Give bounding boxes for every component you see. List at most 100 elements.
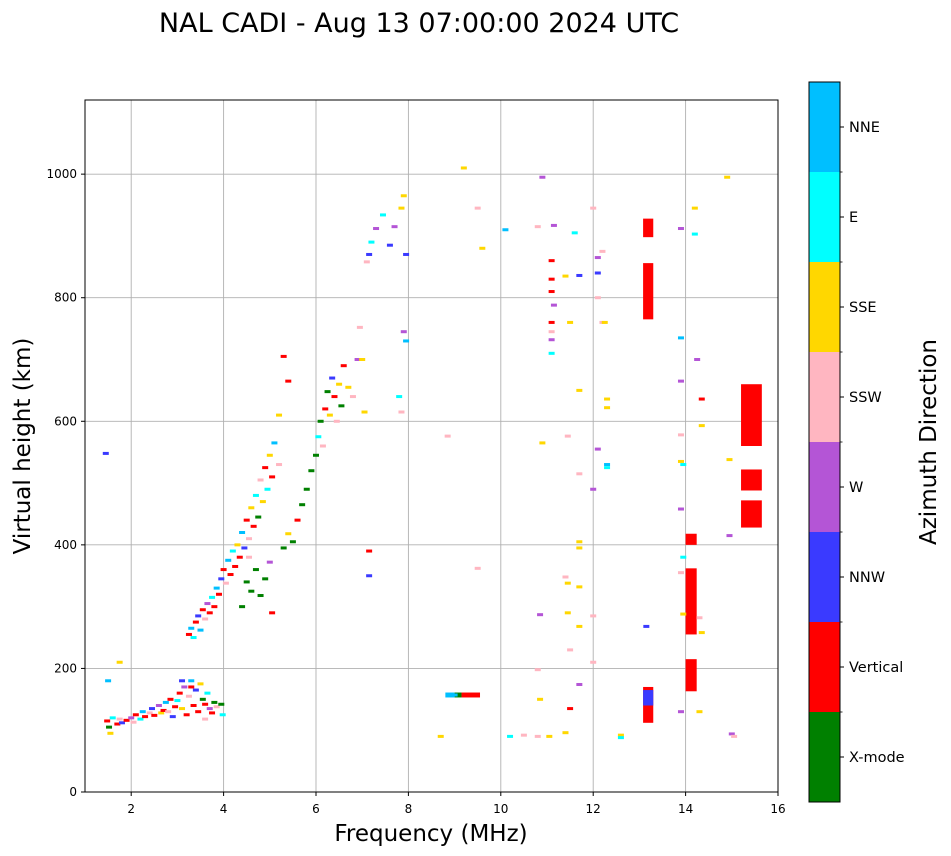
echo-point [206,611,213,615]
echo-point [594,271,601,275]
echo-point [349,395,356,399]
echo-point [562,731,569,735]
echo-point [188,679,195,683]
echo-point [502,228,509,232]
echo-point [213,586,220,590]
echo-point [601,320,608,324]
echo-point [313,453,319,457]
echo-point [266,453,273,457]
echo-point [398,410,405,414]
echo-point [276,413,283,417]
plot-frame [84,99,779,793]
echo-point [257,594,264,598]
echo-point [520,733,527,737]
echo-point [479,246,486,250]
echo-point [239,605,246,609]
echo-point [106,725,113,729]
echo-point [726,534,733,538]
echo-point [698,424,705,428]
echo-point [677,227,684,231]
echo-point [218,702,225,706]
x-tick-label: 12 [586,802,601,816]
y-tick-label: 200 [54,661,77,675]
echo-point [567,320,574,324]
echo-point [188,626,195,630]
echo-point [195,614,202,618]
echo-point [363,260,370,264]
echo-point [677,507,684,511]
echo-point [599,249,606,253]
echo-point [202,702,209,706]
echo-point [116,717,123,721]
echo-point [400,330,407,334]
echo-point [266,560,273,564]
echo-point [162,700,169,704]
echo-point [209,711,216,715]
echo-point [333,419,340,423]
echo-block [643,263,654,320]
echo-point [269,611,276,615]
echo-point [474,206,481,210]
echo-point [548,338,555,342]
echo-point [197,682,204,686]
echo-point [280,354,287,358]
echo-point [169,715,176,719]
y-tick-label: 0 [69,785,77,799]
colorbar-segment [809,712,840,802]
echo-point [680,555,687,559]
x-tick-label: 2 [127,802,135,816]
colorbar-segment [809,172,840,262]
echo-block [741,469,762,491]
echo-point [192,620,199,624]
echo-point [303,487,310,491]
echo-point [534,225,541,229]
echo-point [550,223,557,227]
echo-point [698,397,705,401]
echo-point [219,713,226,717]
echo-point [724,175,731,179]
y-axis-label: Virtual height (km) [10,338,36,555]
echo-point [190,704,197,707]
echo-point [255,515,262,519]
plot-area [85,100,778,792]
echo-point [322,407,329,411]
echo-point [294,518,301,522]
echo-point [142,715,149,719]
echo-point [643,624,650,628]
echo-point [243,518,250,522]
echo-point [315,435,322,439]
echo-point [451,693,458,697]
echo-point [576,388,583,392]
echo-point [403,252,410,256]
echo-point [248,589,255,593]
echo-point [539,441,546,445]
echo-point [211,700,218,704]
x-tick-label: 10 [493,802,508,816]
echo-point [326,413,333,417]
colorbar: X-mode Vertical NNW W SSW SSE E NNE [808,81,905,803]
echo-point [590,660,597,664]
echo-point [354,358,361,361]
y-tick-label: 600 [54,414,77,428]
colorbar-segment [809,352,840,442]
echo-point [576,585,583,589]
echo-point [691,206,698,210]
echo-point [192,688,199,692]
echo-point [104,719,111,723]
colorbar-frame [808,81,841,803]
echo-point [185,632,192,636]
echo-point [132,713,139,717]
echo-point [179,679,186,683]
echo-point [336,382,343,386]
echo-block [685,533,697,545]
echo-point [195,710,202,714]
echo-point [731,734,738,738]
echo-point [262,577,269,581]
echo-point [259,500,266,504]
echo-point [155,704,162,707]
echo-point [319,444,326,448]
echo-point [550,303,557,307]
echo-point [590,487,597,491]
echo-point [576,273,583,277]
